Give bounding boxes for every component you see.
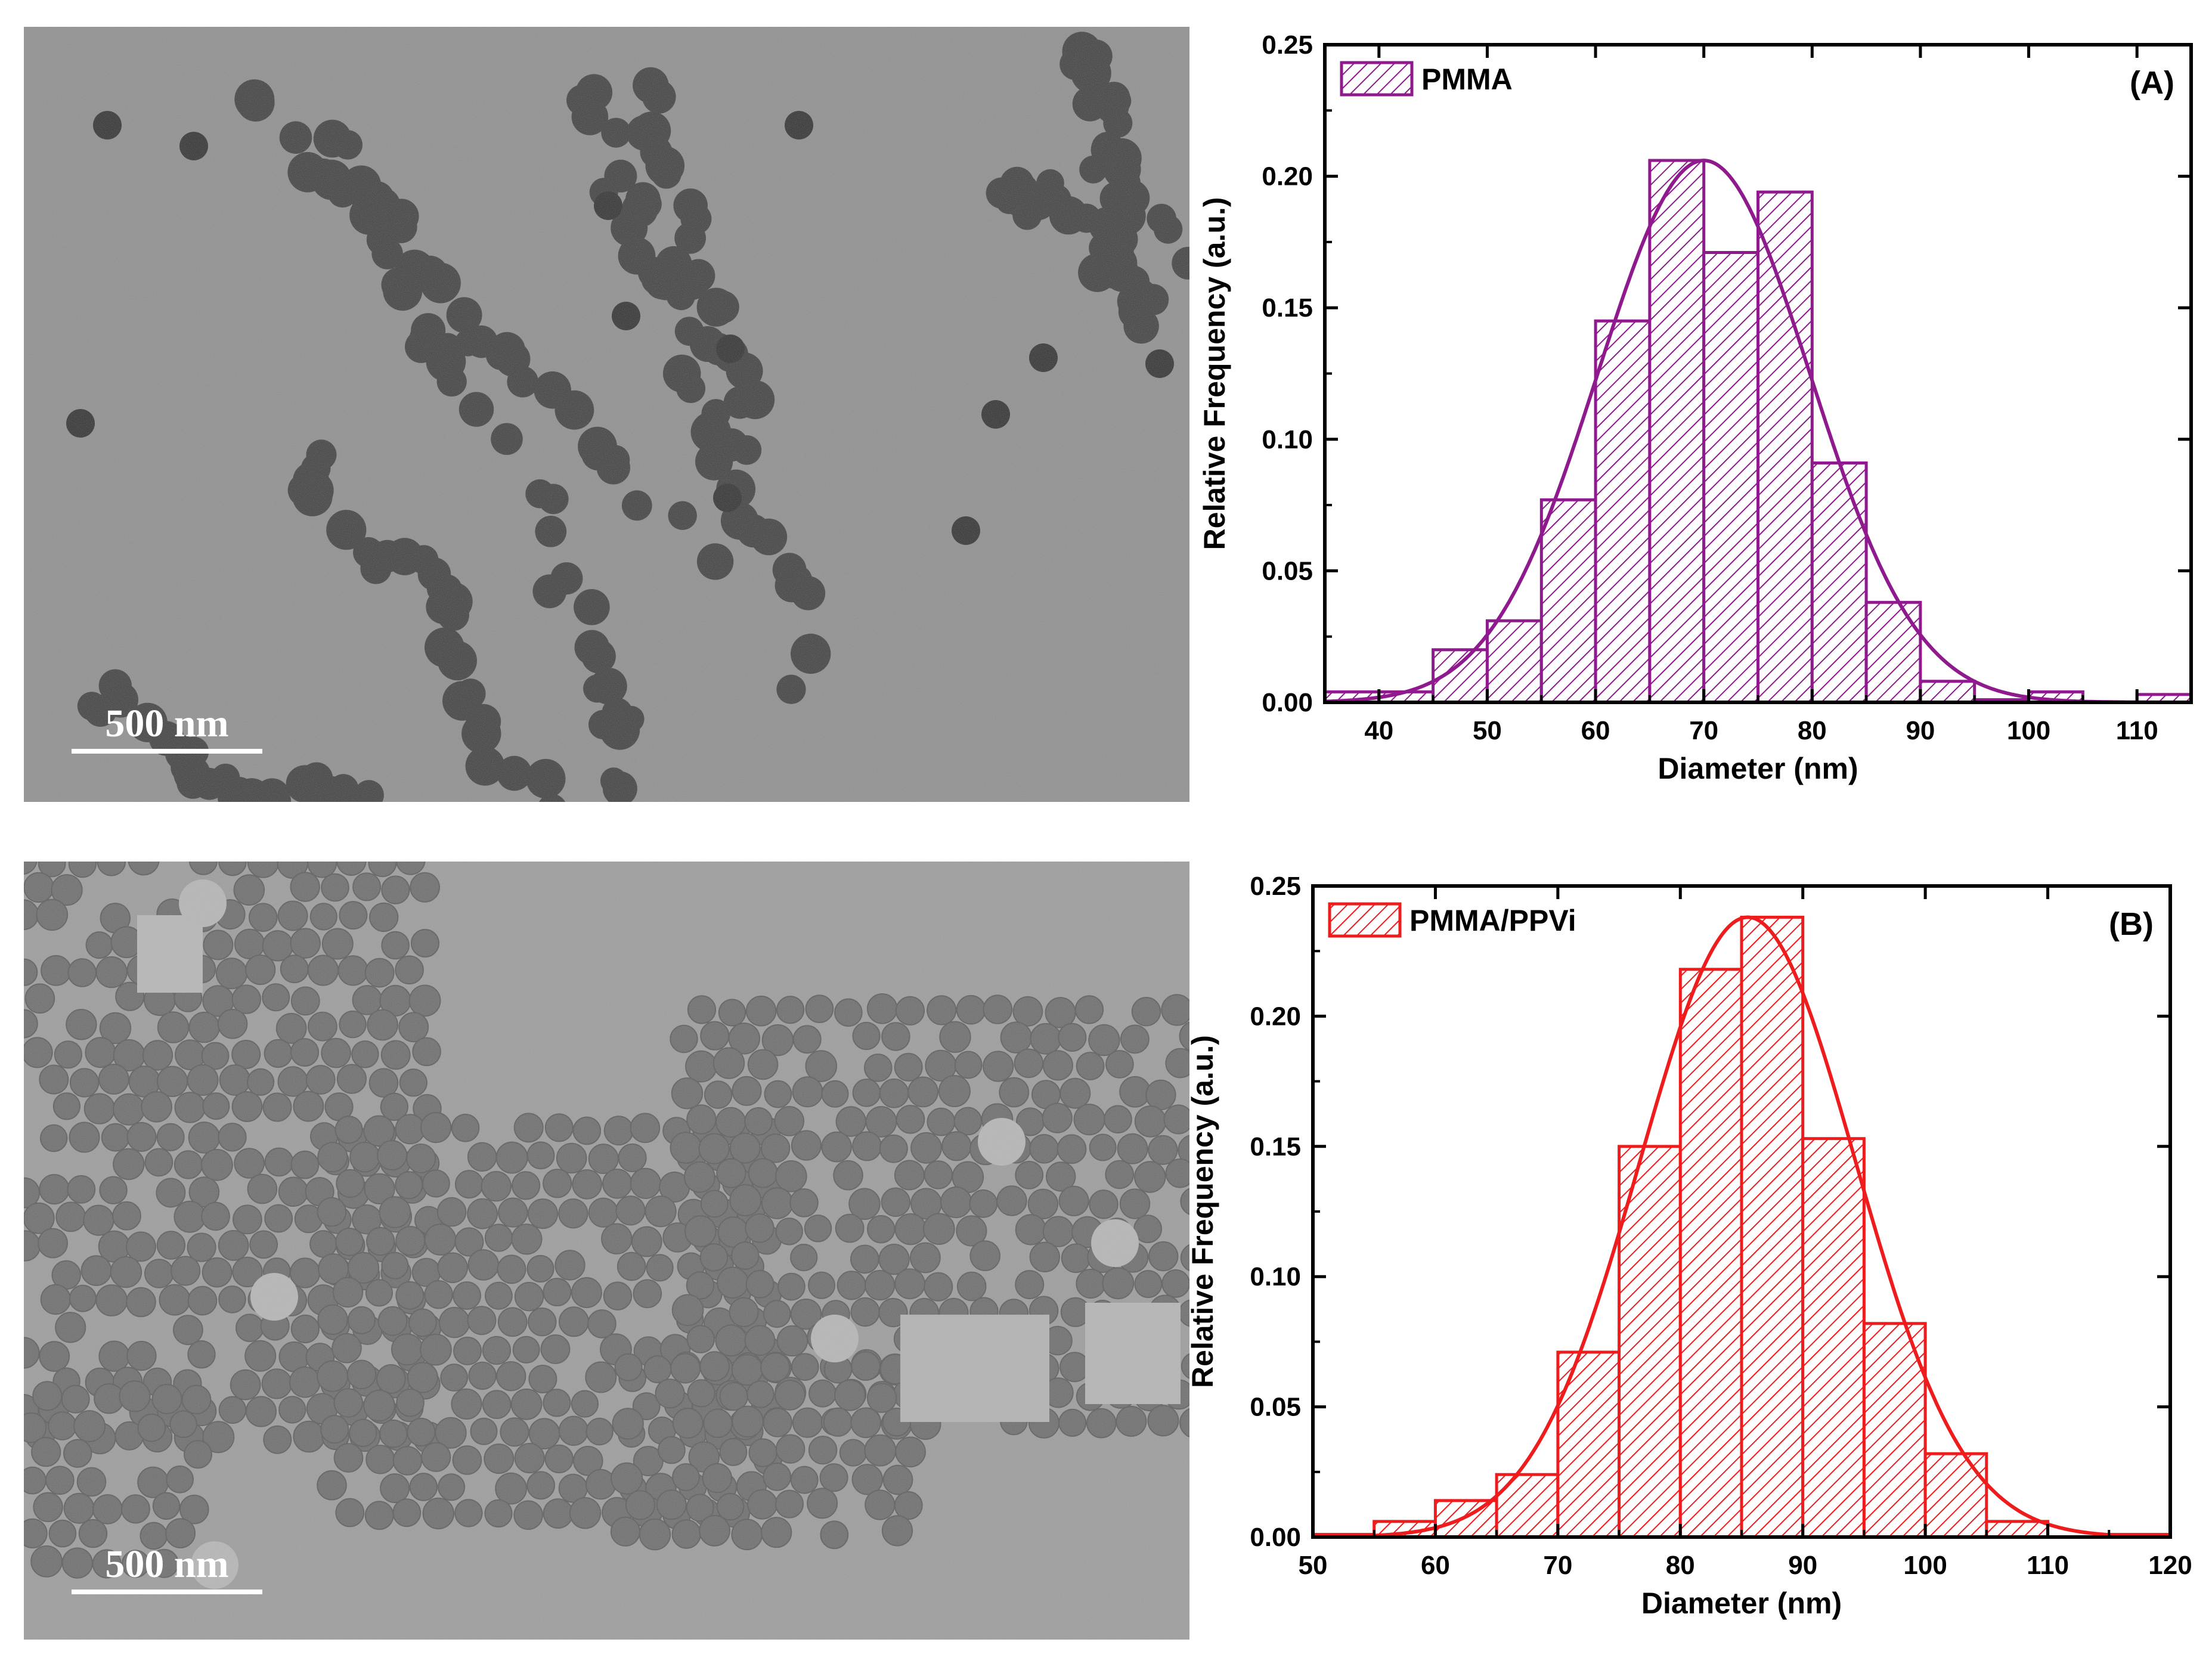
histogram-bar (1862, 1322, 1927, 1539)
y-tick-label: 0.10 (1262, 425, 1313, 454)
legend-swatch (1340, 61, 1414, 97)
x-tick-label: 120 (2148, 1551, 2192, 1580)
x-tick-label: 90 (1788, 1551, 1817, 1580)
histogram-bar (1756, 190, 1814, 704)
x-tick-label: 90 (1906, 716, 1935, 745)
histogram-bar (1678, 968, 1743, 1539)
histogram-bar (1495, 1473, 1560, 1539)
x-tick-label: 70 (1689, 716, 1718, 745)
x-tick-label: 50 (1473, 716, 1502, 745)
histogram-bar (1648, 159, 1706, 704)
scale-label-a: 500 nm (105, 702, 228, 745)
x-tick-label: 80 (1798, 716, 1827, 745)
histogram-b: 50 60 70 80 90 100 110 120 0.00 0.05 0.10 0.15 0.20 0… (0, 835, 2212, 1670)
x-tick-label: 100 (2007, 716, 2050, 745)
histogram-b-svg: 50 60 70 80 90 100 110 120 0.00 0.05 0.10 0.15 0.20 0… (1186, 872, 2192, 1620)
histogram-bar (1702, 251, 1759, 704)
histogram-bar (1539, 498, 1597, 704)
x-tick-label: 70 (1543, 1551, 1572, 1580)
histogram-bar (1919, 680, 1976, 704)
legend-label: PMMA (1421, 63, 1513, 96)
tem-image-b: 500 nm (24, 862, 1189, 1640)
y-tick-label: 0.05 (1262, 556, 1313, 585)
histogram-bar (1740, 915, 1805, 1539)
x-tick-label: 80 (1666, 1551, 1695, 1580)
y-tick-label: 0.15 (1250, 1132, 1301, 1161)
y-tick-label: 0.00 (1262, 688, 1313, 717)
tem-image-a-graphic: 500 nm (24, 27, 1189, 802)
x-axis-title: Diameter (nm) (1641, 1587, 1842, 1620)
y-tick-label: 0.05 (1250, 1393, 1301, 1422)
histogram-a-svg: 40 50 60 70 80 90 100 110 0.00 0.05 0.10 0.15 0.20 0.… (1198, 30, 2193, 785)
legend-swatch (1328, 902, 1402, 938)
y-axis-title: Relative Frequency (a.u.) (1186, 1035, 1219, 1388)
gaussian-fit-line (1324, 159, 2191, 704)
y-tick-label: 0.25 (1250, 872, 1301, 901)
y-tick-label: 0.15 (1262, 293, 1313, 323)
y-tick-label: 0.20 (1250, 1002, 1301, 1031)
histogram-a: 40 50 60 70 80 90 100 110 0.00 0.05 0.10 0.15 0.20 0.… (1198, 30, 2193, 785)
x-tick-label: 40 (1364, 716, 1393, 745)
y-tick-label: 0.00 (1250, 1523, 1301, 1552)
histogram-bar (1485, 619, 1543, 704)
tem-image-b-graphic: 500 nm (24, 862, 1189, 1640)
panel-label: (A) (2130, 65, 2174, 101)
x-tick-label: 110 (2027, 1551, 2069, 1580)
histogram-bar (1864, 600, 1922, 704)
histogram-bar (1556, 1350, 1621, 1539)
x-tick-label: 100 (1903, 1551, 1947, 1580)
legend-label: PMMA/PPVi (1409, 904, 1576, 937)
histogram-bar (1923, 1452, 1988, 1539)
panel-label: (B) (2109, 906, 2154, 942)
histogram-bar (1810, 461, 1868, 704)
x-tick-label: 50 (1299, 1551, 1328, 1580)
y-tick-label: 0.25 (1262, 30, 1313, 60)
gaussian-fit-line (1313, 915, 2170, 1539)
tem-image-a: 500 nm (24, 27, 1189, 802)
x-tick-label: 110 (2116, 716, 2158, 745)
histogram-bar (1985, 1520, 2050, 1539)
scale-label-b: 500 nm (105, 1542, 228, 1586)
histogram-bar (1801, 1137, 1866, 1539)
x-axis-title: Diameter (nm) (1658, 752, 1858, 785)
histogram-bar (1433, 1499, 1498, 1539)
y-tick-label: 0.10 (1250, 1262, 1301, 1291)
y-tick-label: 0.20 (1262, 162, 1313, 191)
x-tick-label: 60 (1421, 1551, 1450, 1580)
x-tick-label: 60 (1581, 716, 1610, 745)
y-axis-title: Relative Frequency (a.u.) (1198, 197, 1231, 550)
histogram-bar (1594, 319, 1652, 704)
